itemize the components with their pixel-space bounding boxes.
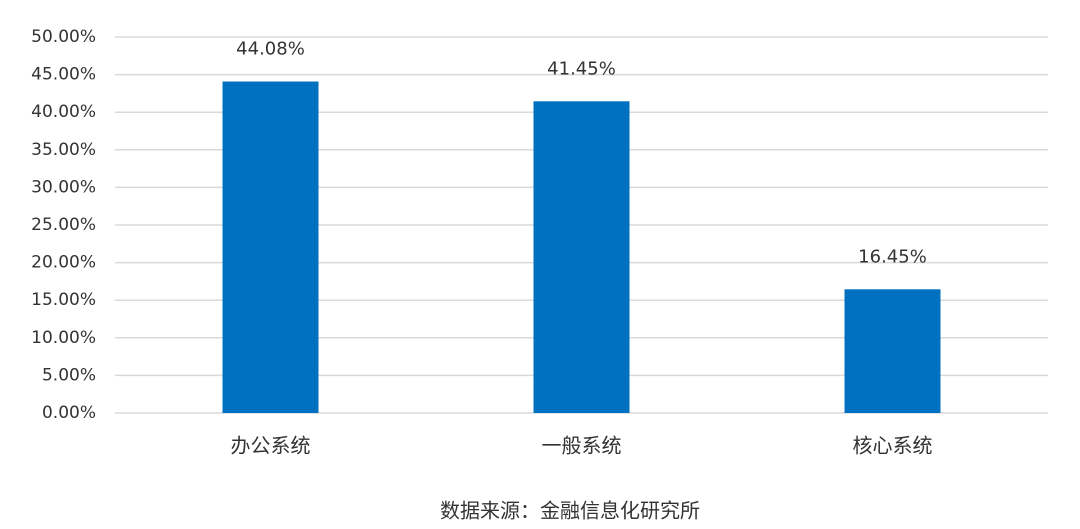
y-tick-label: 15.00% — [31, 290, 96, 310]
data-label: 44.08% — [236, 39, 305, 60]
y-tick-label: 25.00% — [31, 215, 96, 235]
y-tick-label: 45.00% — [31, 65, 96, 85]
y-tick-label: 30.00% — [31, 177, 96, 197]
x-tick-label: 一般系统 — [542, 434, 622, 458]
data-label: 41.45% — [547, 58, 616, 79]
y-tick-label: 20.00% — [31, 253, 96, 273]
bar — [844, 289, 941, 413]
y-tick-label: 10.00% — [31, 328, 96, 348]
data-label: 16.45% — [858, 246, 927, 267]
y-tick-label: 0.00% — [42, 403, 96, 423]
bar — [222, 81, 319, 413]
y-tick-label: 5.00% — [42, 365, 96, 385]
bar — [533, 101, 630, 414]
x-tick-label: 核心系统 — [853, 434, 933, 458]
y-tick-label: 40.00% — [31, 102, 96, 122]
y-tick-label: 35.00% — [31, 140, 96, 160]
x-tick-label: 办公系统 — [231, 434, 311, 458]
source-note: 数据来源：金融信息化研究所 — [440, 499, 700, 523]
y-tick-label: 50.00% — [31, 27, 96, 47]
